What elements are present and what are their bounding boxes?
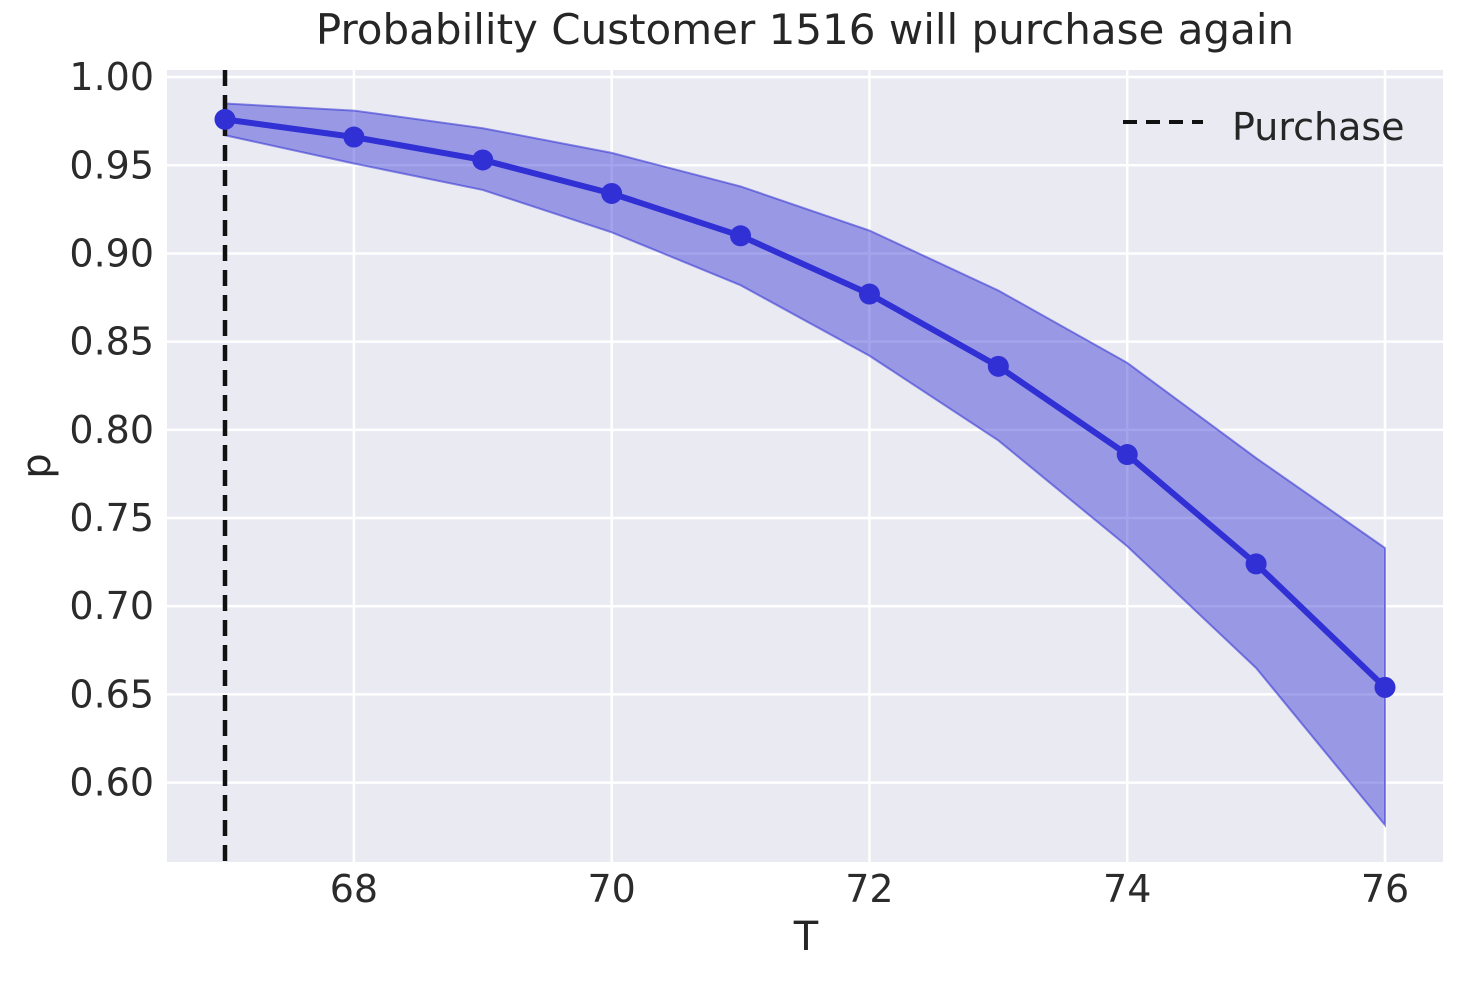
data-point [343,126,365,148]
data-point [1116,444,1138,466]
data-point [987,355,1009,377]
legend: Purchase [1123,105,1405,149]
data-point [1245,553,1267,575]
x-tick-label: 74 [1103,867,1151,911]
plot-area [167,70,1443,862]
legend-label-purchase: Purchase [1232,105,1405,149]
x-tick-label: 70 [587,867,635,911]
chart-title: Probability Customer 1516 will purchase … [316,5,1294,54]
x-axis-label: T [793,914,819,960]
probability-line [214,108,1396,698]
y-axis-label: p [14,453,60,478]
x-tick-label: 72 [845,867,893,911]
y-tick-label: 0.60 [69,761,154,805]
x-tick-labels: 68 70 72 74 76 [330,867,1409,911]
y-tick-label: 0.95 [69,143,154,187]
data-point [858,283,880,305]
data-point [214,108,236,130]
y-tick-label: 0.85 [69,320,154,364]
y-tick-label: 0.90 [69,231,154,275]
x-tick-label: 76 [1361,867,1409,911]
y-tick-label: 0.80 [69,408,154,452]
x-tick-label: 68 [330,867,378,911]
data-point [472,149,494,171]
y-tick-labels: 1.00 0.95 0.90 0.85 0.80 0.75 0.70 0.65 0.60 [69,55,154,805]
y-tick-label: 1.00 [69,55,154,99]
data-point [601,182,623,204]
y-tick-label: 0.65 [69,672,154,716]
y-tick-label: 0.70 [69,584,154,628]
gridlines [167,70,1443,862]
confidence-band [224,102,1386,828]
probability-polyline [222,116,1388,691]
data-point [1374,676,1396,698]
confidence-band-polygon [224,102,1386,828]
data-point [730,225,752,247]
y-tick-label: 0.75 [69,496,154,540]
